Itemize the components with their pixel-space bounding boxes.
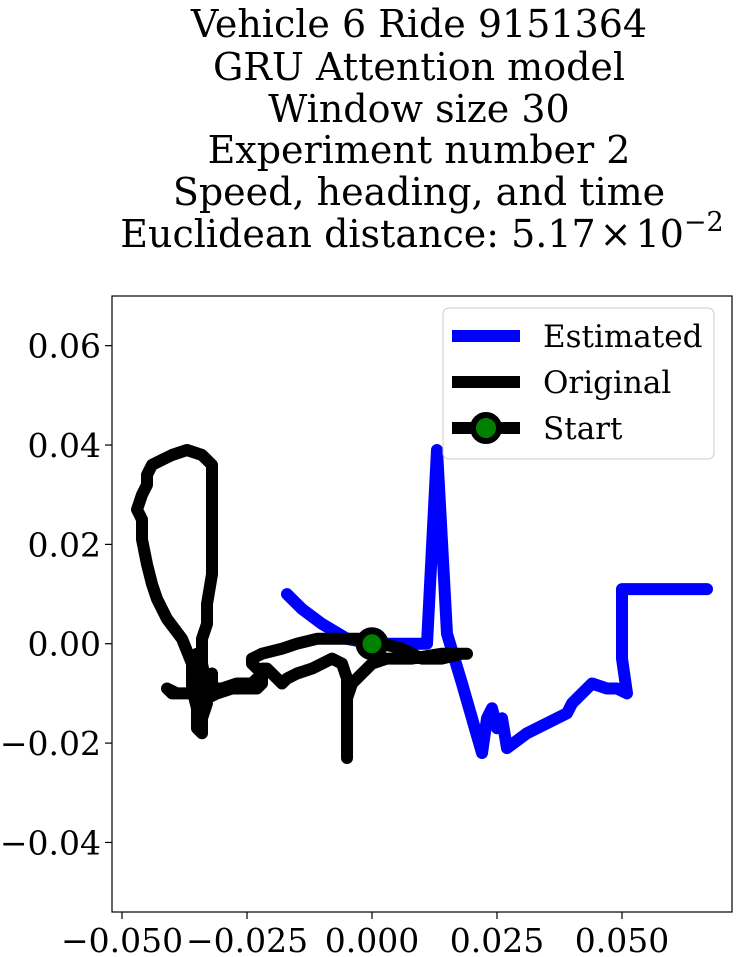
x-axis: −0.050 −0.025 0.000 0.025 0.050 bbox=[61, 912, 669, 957]
x-tick-label: −0.025 bbox=[186, 921, 308, 957]
legend: Estimated Original Start bbox=[442, 307, 715, 460]
title-line-4: Experiment number 2 bbox=[208, 128, 631, 172]
x-tick-label: 0.050 bbox=[575, 921, 669, 957]
title-line-5: Speed, heading, and time bbox=[173, 170, 665, 214]
x-tick-label: 0.025 bbox=[450, 921, 544, 957]
x-tick-label: 0.000 bbox=[325, 921, 419, 957]
title-distance-base: 10 bbox=[636, 212, 684, 256]
y-axis: −0.04 −0.02 0.00 0.02 0.04 0.06 bbox=[0, 327, 112, 862]
x-tick-label: −0.050 bbox=[61, 921, 183, 957]
title-line-6: Euclidean distance: 5.17 × 10−2 bbox=[120, 207, 723, 256]
start-marker bbox=[355, 627, 389, 661]
legend-item-estimated: Estimated bbox=[452, 319, 702, 355]
legend-box bbox=[442, 307, 715, 460]
legend-item-start: Start bbox=[452, 411, 623, 447]
title-distance-times: × bbox=[600, 212, 632, 256]
series-layer bbox=[131, 444, 713, 764]
plot-frame bbox=[111, 295, 733, 913]
legend-label-start: Start bbox=[543, 411, 623, 447]
y-tick-label: 0.00 bbox=[28, 625, 101, 664]
legend-label-original: Original bbox=[543, 365, 671, 401]
title-line-1: Vehicle 6 Ride 9151364 bbox=[190, 2, 647, 46]
y-tick-label: −0.02 bbox=[0, 724, 101, 763]
title-line-3: Window size 30 bbox=[268, 87, 569, 131]
title-distance-exponent: −2 bbox=[684, 207, 724, 238]
legend-swatch-start-marker bbox=[470, 412, 502, 444]
chart-title: Vehicle 6 Ride 9151364 GRU Attention mod… bbox=[120, 2, 723, 256]
y-tick-label: 0.02 bbox=[28, 525, 101, 564]
legend-item-original: Original bbox=[452, 365, 671, 401]
series-line-original bbox=[131, 444, 473, 764]
y-tick-label: 0.06 bbox=[28, 327, 101, 366]
title-line-2: GRU Attention model bbox=[213, 45, 625, 89]
y-tick-label: −0.04 bbox=[0, 823, 101, 862]
legend-label-estimated: Estimated bbox=[543, 319, 702, 355]
y-tick-label: 0.04 bbox=[28, 426, 101, 465]
title-distance-prefix: Euclidean distance: 5.17 bbox=[120, 212, 595, 256]
